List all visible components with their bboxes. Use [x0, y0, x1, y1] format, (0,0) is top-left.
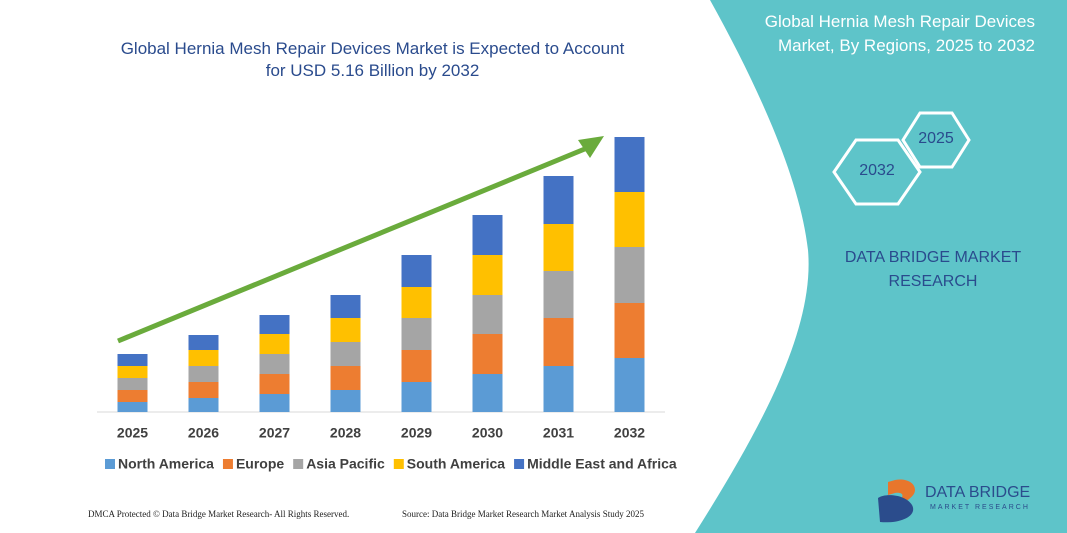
panel-title: Global Hernia Mesh Repair Devices Market…: [764, 12, 1035, 55]
bar-segment: [330, 342, 361, 366]
logo-tagline: MARKET RESEARCH: [930, 504, 1030, 511]
arrow-head: [578, 136, 604, 158]
bar-segment: [401, 318, 432, 350]
bar-segment: [188, 398, 219, 412]
legend-label: Europe: [236, 456, 284, 472]
bar-segment: [117, 402, 148, 412]
legend-swatch: [293, 459, 304, 469]
bar-segment: [472, 334, 503, 374]
x-tick-label: 2027: [259, 425, 290, 441]
bar-segment: [117, 390, 148, 402]
hex-label: 2025: [918, 130, 954, 147]
legend-label: South America: [407, 456, 505, 472]
trend-arrow: [117, 143, 593, 344]
x-tick-label: 2025: [117, 425, 148, 441]
hexagon: [901, 111, 971, 169]
legend-label: Asia Pacific: [306, 456, 385, 472]
legend-swatch: [222, 459, 233, 469]
bar-segment: [543, 271, 574, 318]
brand-text: DATA BRIDGE MARKET RESEARCH: [844, 249, 1022, 290]
x-tick-label: 2030: [472, 425, 503, 441]
bar-segment: [330, 390, 361, 412]
x-tick-label: 2028: [330, 425, 361, 441]
bar-segment: [543, 224, 574, 271]
bar-segment: [472, 215, 503, 255]
bar-segment: [401, 255, 432, 287]
bar-segment: [117, 378, 148, 390]
bar-segment: [614, 303, 645, 358]
bar-segment: [259, 334, 290, 354]
bar-segment: [614, 358, 645, 412]
bar-segment: [472, 295, 503, 334]
bar-segment: [543, 366, 574, 412]
x-tick-label: 2031: [543, 425, 574, 441]
bar-segment: [330, 318, 361, 342]
bar-segment: [472, 255, 503, 295]
bar-segment: [614, 192, 645, 247]
hexagon: [832, 138, 922, 206]
x-tick-label: 2026: [188, 425, 219, 441]
bar-segment: [401, 382, 432, 412]
bar-segment: [472, 374, 503, 412]
bar-segment: [259, 315, 290, 334]
hex-label: 2032: [859, 162, 895, 179]
logo-icon: [878, 495, 914, 523]
bar-segment: [117, 366, 148, 378]
bar-segment: [188, 366, 219, 382]
x-tick-label: 2032: [614, 425, 645, 441]
logo-icon: [880, 479, 915, 520]
legend-swatch: [514, 459, 525, 469]
bar-segment: [259, 354, 290, 374]
logo-name: DATA BRIDGE: [925, 484, 1031, 501]
legend-swatch: [393, 459, 404, 469]
legend-swatch: [105, 459, 115, 469]
chart-title: Global Hernia Mesh Repair Devices Market…: [120, 39, 625, 80]
bar-segment: [117, 354, 148, 366]
bar-segment: [330, 366, 361, 390]
bar-segment: [543, 318, 574, 366]
legend-label: North America: [118, 456, 214, 472]
bar-segment: [188, 335, 219, 350]
bar-segment: [259, 394, 290, 412]
bar-segment: [188, 350, 219, 366]
teal-panel: [695, 0, 1067, 533]
x-tick-label: 2029: [401, 425, 432, 441]
bar-segment: [614, 247, 645, 303]
footer-text: DMCA Protected © Data Bridge Market Rese…: [88, 509, 350, 519]
legend-label: Middle East and Africa: [527, 456, 677, 472]
bar-segment: [330, 295, 361, 318]
bar-segment: [543, 176, 574, 224]
bar-segment: [259, 374, 290, 394]
bar-segment: [401, 287, 432, 318]
bar-segment: [188, 382, 219, 398]
footer-text: Source: Data Bridge Market Research Mark…: [402, 509, 644, 519]
bar-segment: [614, 137, 645, 192]
bar-segment: [401, 350, 432, 382]
chart: 2025 2026 2027 2028 2029 2030 2031 2032 North Am…: [97, 137, 677, 472]
